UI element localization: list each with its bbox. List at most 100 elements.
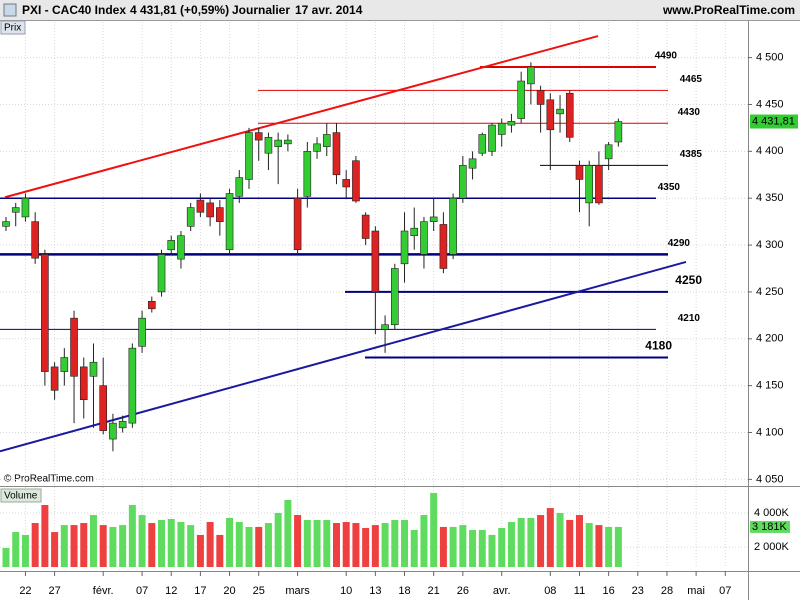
volume-bar bbox=[537, 515, 545, 567]
volume-bar bbox=[595, 525, 603, 567]
candle-body bbox=[429, 216, 438, 222]
volume-bar bbox=[158, 519, 166, 567]
candle-body bbox=[585, 165, 594, 204]
volume-bar bbox=[556, 512, 564, 567]
panel-label-box bbox=[0, 20, 26, 35]
candle-body bbox=[332, 132, 341, 176]
volume-bar bbox=[187, 525, 195, 567]
candle-body bbox=[478, 134, 487, 154]
y-tick-label: 4 050 bbox=[756, 473, 784, 485]
volume-label-box bbox=[0, 488, 42, 503]
candle-body bbox=[342, 179, 351, 188]
candle-body bbox=[254, 132, 263, 141]
x-tick-label: 27 bbox=[48, 585, 60, 597]
candle-body bbox=[546, 99, 555, 131]
volume-bar bbox=[167, 518, 175, 567]
candle-body bbox=[604, 144, 613, 160]
x-tick-label: 22 bbox=[19, 585, 31, 597]
candle-body bbox=[99, 385, 107, 431]
candle-body bbox=[322, 134, 331, 147]
candle-body bbox=[381, 324, 389, 330]
last-volume-label: 3 181K bbox=[752, 521, 788, 533]
volume-bar bbox=[284, 499, 292, 567]
candle-body bbox=[138, 317, 146, 347]
volume-bar bbox=[245, 526, 253, 567]
volume-bar bbox=[517, 517, 525, 567]
volume-bar bbox=[410, 529, 418, 567]
candle-body bbox=[2, 221, 10, 227]
candle-body bbox=[148, 300, 156, 310]
volume-bar bbox=[255, 526, 263, 567]
x-tick-label: 23 bbox=[632, 585, 644, 597]
candle-body bbox=[449, 197, 457, 255]
candle-body bbox=[167, 240, 176, 251]
y-tick-label: 4 250 bbox=[756, 286, 784, 298]
volume-bar bbox=[264, 523, 272, 567]
candle-body bbox=[177, 235, 185, 260]
volume-bar bbox=[585, 523, 593, 567]
last-change: 4 431,81 (+0,59%) bbox=[130, 3, 229, 17]
candle-body bbox=[507, 121, 516, 126]
candle-body bbox=[371, 230, 380, 293]
volume-bar bbox=[507, 522, 515, 567]
x-tick-label: 12 bbox=[165, 585, 177, 597]
volume-bar bbox=[342, 522, 350, 567]
volume-bar bbox=[469, 529, 477, 567]
level-label: 4180 bbox=[645, 339, 672, 353]
volume-bar bbox=[401, 519, 409, 567]
candle-body bbox=[468, 158, 477, 169]
candle-body bbox=[361, 214, 370, 239]
candle-body bbox=[225, 193, 234, 251]
candle-body bbox=[245, 132, 253, 180]
x-tick-label: 28 bbox=[661, 585, 673, 597]
y-tick-label: 4 450 bbox=[756, 98, 784, 110]
volume-bar bbox=[216, 534, 224, 567]
volume-bar bbox=[138, 515, 146, 567]
candle-body bbox=[313, 143, 321, 152]
volume-bar bbox=[439, 526, 447, 567]
volume-bar bbox=[449, 526, 457, 567]
volume-bar bbox=[391, 519, 399, 567]
volume-bar bbox=[614, 526, 622, 567]
candle-body bbox=[595, 165, 603, 204]
volume-bar bbox=[21, 534, 29, 567]
volume-bar bbox=[420, 515, 428, 567]
x-tick-label: 25 bbox=[253, 585, 265, 597]
y-tick-label: 2 000K bbox=[754, 541, 790, 553]
x-tick-label: mars bbox=[285, 585, 310, 597]
volume-bar bbox=[488, 534, 496, 567]
x-tick-label: 07 bbox=[136, 585, 148, 597]
last-volume-box bbox=[750, 520, 790, 533]
volume-bar bbox=[362, 527, 370, 567]
candle-body bbox=[31, 221, 39, 259]
icon bbox=[3, 3, 17, 17]
candle-body bbox=[459, 165, 467, 199]
volume-bar bbox=[352, 523, 360, 567]
volume-bar bbox=[109, 526, 117, 567]
volume-bar bbox=[381, 523, 389, 567]
candle-body bbox=[186, 207, 195, 227]
volume-bar bbox=[31, 523, 39, 567]
x-tick-label: mai bbox=[687, 585, 705, 597]
candle-body bbox=[284, 139, 292, 145]
y-tick-label: 4 000K bbox=[754, 507, 790, 519]
x-tick-label: 26 bbox=[457, 585, 469, 597]
candle-body bbox=[497, 122, 506, 135]
volume-bar bbox=[323, 519, 331, 567]
volume-bar bbox=[41, 505, 49, 567]
last-price-label: 4 431,81 bbox=[752, 115, 795, 127]
volume-bar bbox=[478, 529, 486, 567]
volume-bar bbox=[148, 523, 156, 567]
level-label: 4210 bbox=[678, 313, 701, 324]
candle-body bbox=[196, 199, 205, 213]
level-label: 4490 bbox=[655, 51, 678, 62]
trend-line bbox=[0, 260, 687, 453]
candle-body bbox=[488, 124, 496, 152]
x-tick-label: 13 bbox=[369, 585, 381, 597]
candle-body bbox=[575, 165, 584, 180]
volume-bar bbox=[99, 525, 107, 567]
candle-body bbox=[536, 90, 545, 105]
volume-bar bbox=[546, 508, 554, 567]
candle-body bbox=[556, 108, 564, 115]
